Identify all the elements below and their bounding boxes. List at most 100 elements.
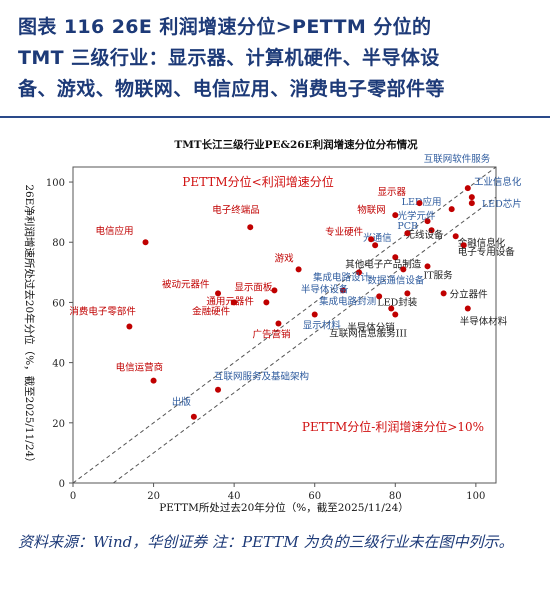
point-label: 出版 — [172, 396, 192, 408]
reference-lines — [72, 166, 497, 484]
data-point — [468, 194, 475, 201]
data-point — [295, 266, 302, 273]
annotations: PETTM分位<利润增速分位 PETTM分位-利润增速分位>10% — [182, 174, 484, 434]
data-point — [424, 218, 431, 225]
x-tick-label: 40 — [228, 491, 241, 502]
point-label: 电信应用 — [96, 225, 134, 237]
point-label: 数据通信设备 — [367, 274, 425, 286]
data-point — [339, 287, 346, 294]
point-label: 集成电路设计 — [313, 271, 371, 283]
point-label: 广告营销 — [252, 328, 291, 340]
point-label: 无线设备 — [406, 229, 445, 241]
plot-frame — [72, 166, 497, 484]
point-label: 半导体设备 — [301, 283, 349, 295]
data-point — [271, 287, 278, 294]
point-label: 半导体分销 — [347, 321, 395, 333]
data-point — [440, 290, 447, 297]
point-label: 金融信息化 — [458, 237, 506, 249]
data-point — [263, 299, 270, 306]
data-point — [376, 293, 383, 300]
point-label: 物联网 — [357, 204, 386, 216]
point-label: IT服务 — [424, 269, 454, 281]
title-line-3: 备、游戏、物联网、电信应用、消费电子零部件等 — [18, 78, 445, 100]
point-label: 光学元件 — [398, 210, 437, 222]
axis-ticks: 0 20 40 60 80 100 0 20 40 60 80 100 — [46, 178, 485, 502]
point-label: 专业硬件 — [325, 226, 364, 238]
data-point — [126, 323, 133, 330]
point-label: 电子专用设备 — [458, 246, 516, 258]
source-note: 资料来源：Wind，华创证券 注：PETTM 为负的三级行业未在图中列示。 — [18, 533, 514, 551]
point-label: 其他电子产品制造 — [345, 258, 422, 270]
data-point — [388, 305, 395, 312]
data-point — [404, 290, 411, 297]
y-tick-label: 0 — [59, 479, 65, 490]
data-point — [400, 266, 407, 273]
point-label: LED芯片 — [482, 198, 522, 210]
data-point — [424, 263, 431, 270]
point-label: 集成电路封测 — [319, 295, 376, 307]
point-label: 游戏 — [275, 252, 295, 264]
point-label: 分立器件 — [450, 288, 489, 300]
data-point — [356, 269, 363, 276]
data-point — [142, 239, 149, 246]
y-tick-label: 20 — [52, 419, 65, 430]
data-point — [368, 236, 375, 243]
data-point — [190, 413, 197, 420]
data-point — [428, 227, 435, 234]
figure-title: 图表 116 26E 利润增速分位>PETTM 分位的 TMT 三级行业：显示器… — [18, 12, 538, 105]
data-point — [460, 242, 467, 249]
point-label: 互联网信息服务III — [329, 327, 407, 339]
x-tick-label: 0 — [70, 491, 76, 502]
data-point — [452, 233, 459, 240]
point-label: 金融硬件 — [192, 305, 231, 317]
annotation-2: PETTM分位-利润增速分位>10% — [302, 419, 484, 434]
title-line-2: TMT 三级行业：显示器、计算机硬件、半导体设 — [18, 47, 440, 69]
x-tick-label: 100 — [466, 491, 485, 502]
point-label: 通用元器件 — [206, 295, 254, 307]
data-point — [215, 290, 222, 297]
y-tick-label: 80 — [52, 238, 65, 249]
data-point — [275, 320, 282, 327]
title-line-1: 图表 116 26E 利润增速分位>PETTM 分位的 — [18, 16, 432, 38]
data-point — [392, 212, 399, 219]
x-tick-label: 20 — [147, 491, 160, 502]
data-point — [448, 206, 455, 213]
reference-line-offset — [112, 196, 497, 484]
point-label: PCB — [397, 221, 418, 232]
chart-title: TMT长江三级行业PE&26E利润增速分位分布情况 — [174, 138, 418, 151]
point-label: 显示面板 — [234, 281, 273, 293]
data-point — [231, 299, 238, 306]
x-axis-label: PETTM所处过去20年分位（%，截至2025/11/24） — [159, 501, 409, 514]
point-label: 消费电子零部件 — [69, 306, 136, 318]
y-tick-label: 40 — [52, 359, 65, 370]
data-point — [215, 386, 222, 393]
scatter-chart: TMT长江三级行业PE&26E利润增速分位分布情况 0 20 40 60 80 100 0 2… — [23, 138, 522, 514]
title-divider — [0, 116, 550, 118]
data-point — [392, 311, 399, 318]
point-label: 显示材料 — [303, 319, 342, 331]
data-point — [311, 311, 318, 318]
point-label: 半导体材料 — [460, 315, 508, 327]
data-point — [247, 224, 254, 231]
data-point — [392, 254, 399, 261]
y-tick-label: 100 — [46, 178, 65, 189]
y-tick-label: 60 — [52, 298, 65, 309]
data-point — [404, 230, 411, 237]
data-point — [464, 305, 471, 312]
point-label: 电信运营商 — [116, 362, 164, 374]
point-label: LED封装 — [377, 296, 417, 308]
x-tick-label: 60 — [308, 491, 321, 502]
data-points: 互联网软件服务工业信息化LED芯片LED应用显示器物联网无线设备光学元件金融信息… — [69, 153, 522, 420]
y-axis-label: 26E净利润增速所处过去20年分位（%，截至2025/11/24） — [23, 184, 36, 467]
data-point — [464, 185, 471, 192]
data-point — [150, 377, 157, 384]
point-label: 电子终端品 — [212, 204, 260, 216]
point-label: 工业信息化 — [474, 176, 522, 188]
point-label: 互联网软件服务 — [424, 153, 491, 165]
x-tick-label: 80 — [389, 491, 402, 502]
data-point — [468, 200, 475, 207]
annotation-1: PETTM分位<利润增速分位 — [182, 174, 333, 189]
data-point — [372, 242, 379, 249]
data-point — [416, 200, 423, 207]
point-label: 光通信 — [363, 232, 392, 244]
